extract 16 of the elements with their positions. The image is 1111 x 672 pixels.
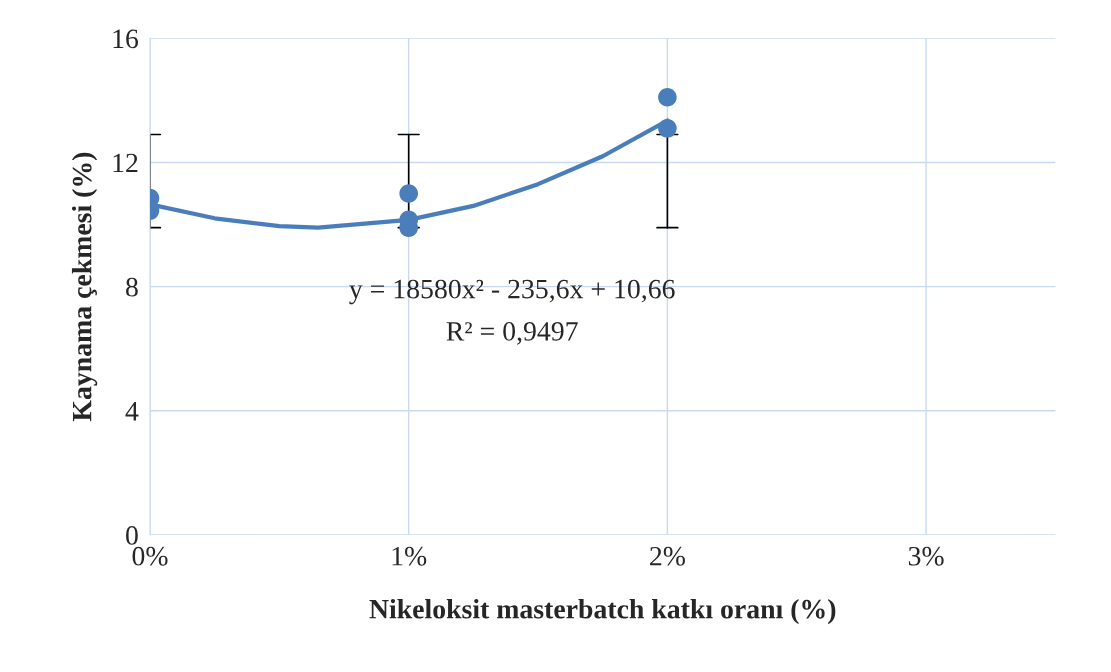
y-tick-label: 0 [126, 526, 138, 545]
x-axis-title: Nikeloksit masterbatch katkı oranı (%) [369, 598, 836, 625]
y-tick-label: 12 [113, 153, 138, 173]
point [658, 87, 677, 107]
point [658, 119, 677, 138]
x-tick-label: 0% [132, 546, 168, 566]
point [399, 184, 419, 203]
x-tick-label: 2% [650, 546, 685, 566]
y-tick-label: 8 [126, 277, 138, 297]
x-tick-label: 1% [392, 546, 427, 566]
annotation: y = 18580x² - 235,6x + 10,66 [349, 279, 675, 305]
y-tick-label: 4 [125, 402, 139, 421]
x-tick-label: 3% [908, 546, 944, 566]
annotation: R² = 0,9497 [446, 321, 578, 345]
y-tick-label: 16 [113, 29, 139, 49]
y-axis-title: Kaynama çekmesi (%) [71, 152, 98, 422]
